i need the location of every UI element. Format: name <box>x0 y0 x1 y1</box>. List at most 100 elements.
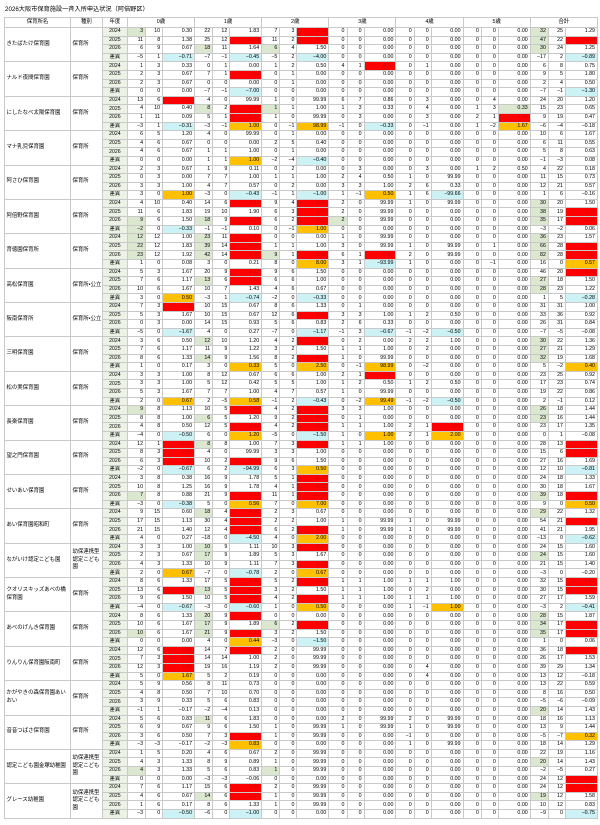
data-cell: 1 <box>212 147 231 157</box>
data-cell: 0 <box>395 628 415 639</box>
year-cell: 2025 <box>101 688 128 699</box>
data-cell: 0.00 <box>497 44 531 54</box>
data-cell: 1 <box>279 130 298 140</box>
data-cell: 0 <box>328 138 348 149</box>
data-cell: 0.00 <box>497 173 531 183</box>
data-cell: 42 <box>194 250 214 261</box>
data-cell: 5 <box>279 138 298 149</box>
data-cell: 2.79 <box>229 241 263 252</box>
data-cell: 12 <box>126 662 147 673</box>
table-row: 阿倍野保育園 保育所 2024 4 10 0.40 14 6 2.33 9 4 2.25 2 0 99.99… <box>4 198 599 235</box>
data-cell: 99.99 <box>363 387 397 398</box>
data-cell: −2 <box>413 327 432 338</box>
data-cell: 0 <box>145 430 164 441</box>
data-cell: 1 <box>126 800 147 811</box>
data-cell: −1 <box>194 224 214 235</box>
table-row: 2026 4 3 1.33 10 9 1.11 7 3 2.33 0 0 0.00 0 0 0.00 0 0 0.0… <box>5 559 599 570</box>
data-cell: 0.00 <box>497 731 531 742</box>
data-cell: 1 <box>395 577 415 587</box>
data-cell: 0 <box>212 138 231 149</box>
data-cell: 0.00 <box>363 783 397 793</box>
year-cell: 2025 <box>101 138 128 149</box>
data-cell: −3 <box>529 602 549 613</box>
data-cell: 1.59 <box>564 594 599 604</box>
data-cell: 1.34 <box>564 662 599 673</box>
data-cell: 0 <box>145 602 164 613</box>
data-cell: −0.17 <box>162 705 196 716</box>
data-cell: 0 <box>395 705 415 716</box>
data-cell: 0 <box>462 198 482 209</box>
data-cell: 7.00 <box>229 69 263 80</box>
data-cell: 13 <box>126 585 147 596</box>
data-cell: 9 <box>212 611 231 621</box>
data-cell: 6 <box>413 181 432 192</box>
data-cell: 24 <box>529 774 549 785</box>
data-cell: 0 <box>279 688 298 699</box>
data-cell: 0 <box>480 250 499 261</box>
data-cell: 1.67 <box>564 482 599 493</box>
year-cell: 差異 <box>101 534 128 544</box>
data-cell: 0 <box>480 748 499 759</box>
year-cell: 差異 <box>101 602 128 613</box>
data-cell: 1.67 <box>162 671 196 682</box>
data-cell: 9 <box>212 491 231 501</box>
data-cell: 4 <box>261 422 281 432</box>
data-cell: 11 <box>261 35 281 46</box>
data-cell: 0.00 <box>430 491 464 501</box>
data-cell: 1 <box>413 594 432 604</box>
data-cell: 0.00 <box>296 69 330 80</box>
data-cell: 6 <box>126 130 147 140</box>
data-cell: 0 <box>346 671 365 682</box>
data-cell: 0 <box>328 44 348 54</box>
data-cell: 2 <box>126 568 147 578</box>
data-cell: 0 <box>480 396 499 407</box>
data-cell: 0 <box>413 731 432 742</box>
data-cell: 0 <box>413 774 432 785</box>
data-cell: 0.00 <box>363 645 397 656</box>
data-cell: 1 <box>279 491 298 501</box>
data-cell: 6 <box>145 147 164 157</box>
year-cell: 差異 <box>101 568 128 578</box>
data-cell: 13 <box>547 439 566 450</box>
data-cell: 10 <box>194 310 214 321</box>
data-cell: 0.33 <box>363 104 397 114</box>
data-cell: 0 <box>395 370 415 381</box>
data-cell: 0 <box>462 327 482 338</box>
data-cell: 0 <box>547 259 566 269</box>
data-cell: 1.44 <box>564 413 599 424</box>
year-cell: 2026 <box>101 250 128 261</box>
data-cell: 0 <box>480 705 499 716</box>
data-cell: 2.33 <box>229 628 263 639</box>
table-row: 2026 10 6 1.67 10 7 1.43 4 6 0.67 0 0 0.00 0 0 0.00 0 0 0.… <box>5 284 599 295</box>
data-cell: 12 <box>126 233 147 243</box>
data-cell: 0.00 <box>497 654 531 664</box>
data-cell: 11 <box>126 35 147 46</box>
data-cell: 2.00 <box>564 645 599 656</box>
data-cell: 0.00 <box>497 602 531 613</box>
data-cell: 0.67 <box>229 310 263 321</box>
data-cell: 0 <box>346 233 365 243</box>
data-cell: 0.11 <box>229 164 263 175</box>
data-cell: 99.99 <box>430 173 464 183</box>
table-row: クオリスキッズあべの橋保育園 保育所 2024 8 6 1.33 17 5 3.40 5 2 2.50… <box>4 576 599 613</box>
data-cell: −0.06 <box>229 774 263 785</box>
data-cell: 8 <box>194 680 214 690</box>
data-cell: 1.32 <box>564 508 599 518</box>
data-cell: 0.00 <box>430 688 464 699</box>
data-cell: 0.00 <box>497 577 531 587</box>
data-cell: −2 <box>547 224 566 235</box>
data-cell: 0.83 <box>162 714 196 725</box>
year-cell: 差異 <box>101 293 128 303</box>
data-cell: 31 <box>547 302 566 312</box>
table-row: にしたなべ太陽保育園 保育所 2024 13 6 2.17 4 0 99.99 1 0 99.99 6 7… <box>4 95 599 132</box>
data-cell: 0 <box>279 233 298 243</box>
data-cell: 0 <box>462 525 482 536</box>
year-cell: 差異 <box>101 52 128 63</box>
data-cell: 0 <box>462 293 482 303</box>
data-cell: 0 <box>413 723 432 733</box>
data-cell: −7 <box>194 87 214 97</box>
data-cell: 1 <box>212 112 231 123</box>
data-cell: 0.00 <box>497 559 531 570</box>
data-cell: 7 <box>126 302 147 312</box>
data-cell: 4.00 <box>296 353 330 364</box>
